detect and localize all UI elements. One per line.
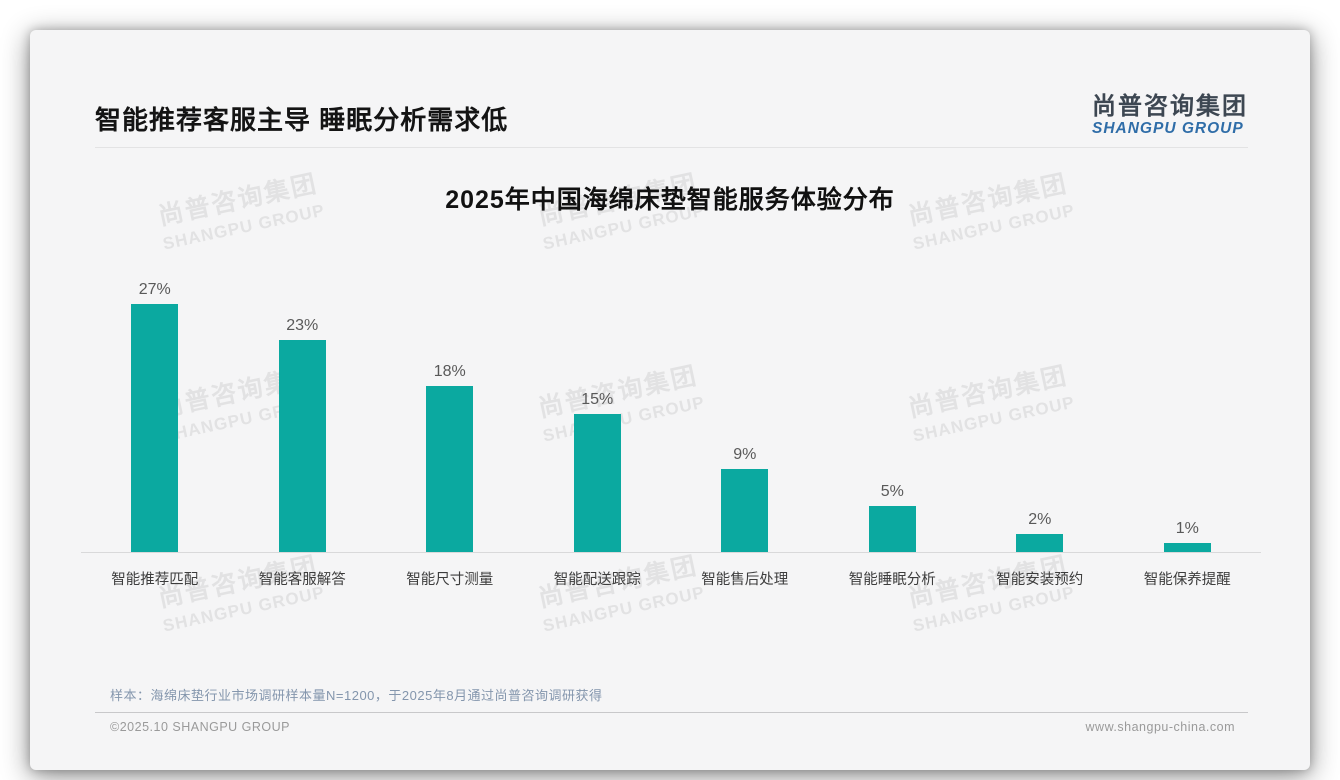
bar-value-label: 1%: [1175, 520, 1199, 537]
logo-chinese-text: 尚普咨询集团: [1092, 92, 1248, 120]
bar: [1163, 543, 1211, 552]
bar-column: 9%: [671, 446, 819, 552]
logo-english-text: SHANGPU GROUP: [1092, 119, 1244, 137]
footer-divider: [95, 712, 1248, 713]
slide-card: 尚普咨询集团 SHANGPU GROUP 尚普咨询集团 SHANGPU GROUP 尚普…: [30, 30, 1310, 770]
bar-value-label: 5%: [880, 483, 904, 500]
category-label: 智能客服解答: [258, 572, 346, 588]
slide-content: 智能推荐客服主导 睡眠分析需求低 尚普咨询集团 SHANGPU GROUP 20…: [30, 30, 1310, 770]
slide-header: 智能推荐客服主导 睡眠分析需求低 尚普咨询集团 SHANGPU GROUP: [95, 70, 1248, 148]
category-label: 智能保养提醒: [1143, 572, 1231, 588]
company-logo: 尚普咨询集团 SHANGPU GROUP: [1092, 92, 1248, 137]
bar-value-label: 9%: [733, 446, 757, 463]
bar-value-label: 2%: [1028, 511, 1052, 528]
bar-column: 5%: [819, 483, 967, 552]
bar-column: 27%: [81, 281, 229, 552]
sample-note: 样本：海绵床垫行业市场调研样本量N=1200，于2025年8月通过尚普咨询调研获…: [110, 688, 603, 703]
bar-value-label: 27%: [138, 281, 171, 298]
bar-chart-plot: 27% 23% 18% 15% 9% 5% 2% 1%: [81, 252, 1261, 553]
page-title: 智能推荐客服主导 睡眠分析需求低: [95, 105, 509, 135]
bar: [426, 386, 474, 552]
chart-category-axis: 智能推荐匹配 智能客服解答 智能尺寸测量 智能配送跟踪 智能售后处理 智能睡眠分析 智能安装…: [81, 568, 1261, 589]
category-label: 智能售后处理: [701, 572, 789, 588]
category-label: 智能尺寸测量: [406, 572, 494, 588]
bar: [721, 469, 769, 552]
footer-website: www.shangpu-china.com: [1085, 720, 1235, 734]
bar-value-label: 23%: [286, 317, 319, 334]
bar: [573, 414, 621, 552]
bar-column: 1%: [1114, 520, 1262, 552]
bar-column: 15%: [524, 391, 672, 552]
bar-value-label: 15%: [581, 391, 614, 408]
bar: [131, 304, 179, 552]
bar-column: 23%: [229, 317, 377, 552]
footer-copyright: ©2025.10 SHANGPU GROUP: [110, 720, 290, 734]
category-label: 智能睡眠分析: [848, 572, 936, 588]
bar-value-label: 18%: [433, 363, 466, 380]
bar: [1016, 534, 1064, 552]
category-label: 智能推荐匹配: [111, 572, 199, 588]
chart-title: 2025年中国海绵床垫智能服务体验分布: [445, 186, 895, 214]
category-label: 智能安装预约: [996, 572, 1084, 588]
bar: [278, 340, 326, 552]
bar-column: 18%: [376, 363, 524, 552]
bar-column: 2%: [966, 511, 1114, 552]
category-label: 智能配送跟踪: [553, 572, 641, 588]
bar: [868, 506, 916, 552]
